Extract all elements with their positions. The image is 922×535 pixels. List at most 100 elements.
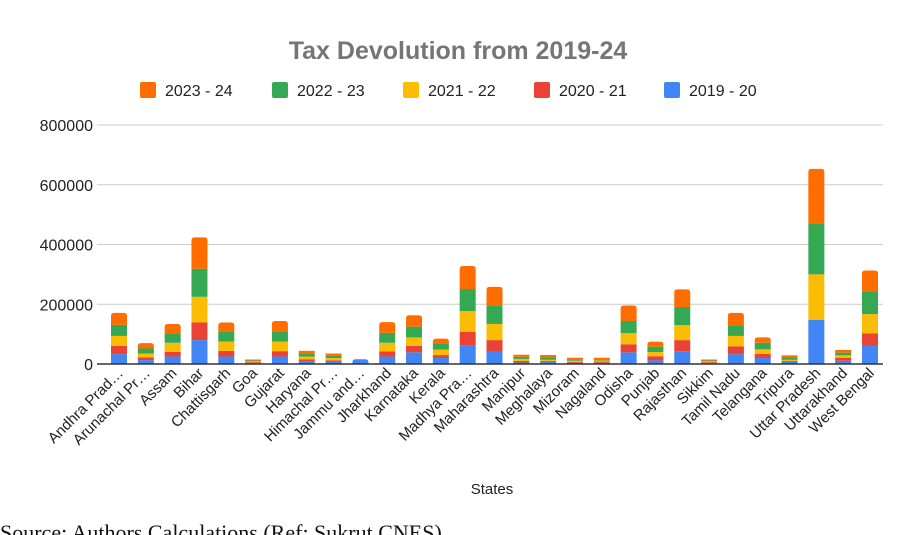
y-tick-label: 600000 bbox=[40, 178, 93, 195]
bar-segment bbox=[111, 335, 127, 346]
bar-segment bbox=[754, 342, 771, 350]
bar-stack bbox=[271, 320, 288, 364]
bar-segment bbox=[379, 351, 396, 357]
source-note: Source: Authors Calculations (Ref: Sukru… bbox=[0, 520, 442, 535]
legend-item[interactable]: 2020 - 21 bbox=[534, 82, 627, 100]
bar-segment bbox=[218, 322, 235, 332]
bar-segment bbox=[325, 353, 342, 356]
bar-segment bbox=[406, 315, 423, 327]
legend-item[interactable]: 2023 - 24 bbox=[140, 82, 233, 100]
bar-stack bbox=[137, 343, 154, 364]
bar-segment bbox=[406, 352, 423, 364]
legend-item[interactable]: 2021 - 22 bbox=[403, 82, 496, 100]
bar-segment bbox=[111, 324, 127, 336]
bar-segment bbox=[164, 342, 181, 352]
bar-segment bbox=[620, 305, 637, 321]
bar-segment bbox=[137, 343, 154, 349]
bar-segment bbox=[271, 320, 288, 332]
bar-segment bbox=[459, 311, 476, 332]
bar-segment bbox=[513, 361, 530, 363]
bar-segment bbox=[325, 358, 342, 361]
legend-swatch bbox=[272, 82, 288, 98]
bar-segment bbox=[459, 331, 476, 346]
bar-segment bbox=[674, 325, 691, 341]
bar-segment bbox=[754, 353, 771, 359]
bar-segment bbox=[218, 350, 235, 357]
y-tick-label: 0 bbox=[84, 357, 93, 374]
bar-segment bbox=[754, 358, 771, 364]
bar-segment bbox=[459, 289, 476, 312]
bar-stack bbox=[647, 341, 664, 364]
bar-stack bbox=[620, 305, 637, 364]
bar-stack bbox=[218, 322, 235, 364]
legend: 2023 - 24 2022 - 23 2021 - 22 2020 - 21 2019… bbox=[140, 82, 757, 100]
bar-segment bbox=[727, 354, 744, 364]
bar-segment bbox=[647, 346, 664, 353]
bar-segment bbox=[486, 351, 503, 364]
bar-segment bbox=[566, 359, 583, 361]
bar-segment bbox=[352, 359, 369, 364]
bar-segment bbox=[137, 357, 154, 361]
bar-segment bbox=[781, 361, 798, 362]
bar-segment bbox=[862, 333, 878, 346]
bar-segment bbox=[808, 274, 825, 320]
bar-segment bbox=[191, 322, 208, 341]
bar-segment bbox=[406, 326, 423, 338]
legend-label: 2022 - 23 bbox=[297, 83, 365, 100]
bar-segment bbox=[674, 289, 691, 307]
bar-segment bbox=[432, 349, 449, 356]
bar-segment bbox=[593, 359, 610, 361]
bar-stack bbox=[111, 312, 127, 364]
bar-segment bbox=[325, 361, 342, 364]
bar-segment bbox=[298, 361, 315, 364]
bar-segment bbox=[486, 323, 503, 341]
legend-item[interactable]: 2019 - 20 bbox=[664, 82, 757, 100]
bars bbox=[111, 168, 878, 364]
bar-segment bbox=[808, 168, 825, 224]
bar-segment bbox=[566, 360, 583, 362]
bar-segment bbox=[111, 312, 127, 325]
bar-segment bbox=[620, 333, 637, 345]
bar-segment bbox=[191, 268, 208, 297]
bar-segment bbox=[379, 332, 396, 343]
bar-segment bbox=[727, 335, 744, 347]
bar-segment bbox=[432, 338, 449, 344]
bar-segment bbox=[727, 325, 744, 336]
bar-segment bbox=[727, 312, 744, 326]
y-axis-ticks: 0 200000 400000 600000 800000 bbox=[40, 118, 93, 374]
bar-segment bbox=[379, 322, 396, 333]
bar-segment bbox=[298, 356, 315, 360]
bar-segment bbox=[674, 340, 691, 352]
bar-segment bbox=[218, 341, 235, 351]
bar-stack bbox=[486, 286, 503, 364]
bar-stack bbox=[191, 237, 208, 364]
legend-swatch bbox=[140, 82, 156, 98]
bar-segment bbox=[459, 345, 476, 364]
bar-segment bbox=[540, 355, 557, 358]
bar-segment bbox=[432, 355, 449, 359]
bar-segment bbox=[835, 349, 852, 353]
bar-stack bbox=[781, 355, 798, 364]
bar-segment bbox=[137, 353, 154, 358]
bar-stack bbox=[459, 266, 476, 364]
bar-segment bbox=[164, 356, 181, 364]
bar-segment bbox=[862, 314, 878, 334]
legend-swatch bbox=[534, 82, 550, 98]
bar-segment bbox=[862, 270, 878, 293]
bar-segment bbox=[298, 350, 315, 354]
bar-stack bbox=[164, 323, 181, 364]
bar-segment bbox=[432, 343, 449, 350]
bar-segment bbox=[781, 359, 798, 362]
legend-item[interactable]: 2022 - 23 bbox=[272, 82, 365, 100]
bar-segment bbox=[781, 357, 798, 360]
legend-label: 2021 - 22 bbox=[428, 83, 496, 100]
y-tick-label: 200000 bbox=[40, 297, 93, 314]
bar-segment bbox=[245, 360, 262, 362]
bar-segment bbox=[218, 356, 235, 364]
bar-segment bbox=[432, 358, 449, 364]
bar-segment bbox=[566, 357, 583, 360]
bar-segment bbox=[298, 353, 315, 357]
bar-segment bbox=[701, 359, 718, 361]
bar-segment bbox=[808, 223, 825, 275]
stacked-bar-chart: Tax Devolution from 2019-24 2023 - 24 202… bbox=[40, 37, 883, 498]
